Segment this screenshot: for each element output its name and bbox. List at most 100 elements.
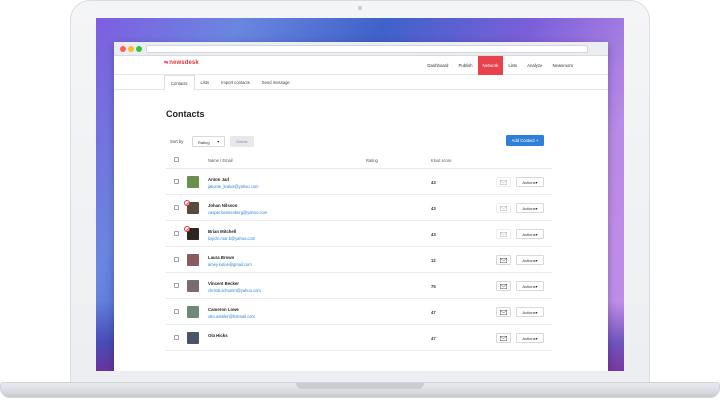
sort-select[interactable]: Rating ▼ bbox=[192, 136, 225, 147]
header-name-email: Name / Email bbox=[208, 158, 233, 163]
row-checkbox[interactable] bbox=[174, 257, 179, 262]
actions-button[interactable]: Actions ▾ bbox=[516, 281, 544, 291]
delete-button[interactable]: Delete bbox=[230, 136, 254, 147]
sub-nav: Contacts Lists Import contacts Send message bbox=[114, 75, 608, 91]
avatar bbox=[187, 202, 199, 214]
tab-send-message[interactable]: Send message bbox=[261, 80, 290, 85]
chevron-down-icon: ▾ bbox=[535, 231, 538, 237]
minimize-window-button[interactable] bbox=[128, 46, 134, 52]
contact-email[interactable]: jakonte_kralus@yahoo.com bbox=[208, 184, 259, 189]
chevron-down-icon: ▾ bbox=[535, 257, 538, 263]
main-nav: Dashboard Publish Network Lists Analyze Newsr… bbox=[422, 56, 578, 75]
actions-label: Actions bbox=[522, 283, 536, 289]
actions-label: Actions bbox=[522, 257, 536, 263]
table-row: Brian Mitchell kojicln.roar.b@yahoo.com 43… bbox=[166, 221, 552, 247]
mail-icon bbox=[500, 257, 507, 263]
select-all-checkbox[interactable] bbox=[174, 157, 179, 162]
contact-name: Vincent Becker bbox=[208, 281, 239, 286]
logo-text: newsdesk bbox=[169, 60, 199, 66]
actions-button[interactable]: Actions ▾ bbox=[516, 255, 544, 265]
close-window-button[interactable] bbox=[120, 46, 126, 52]
browser-window: ⇋newsdesk Dashboard Publish Network Lists An… bbox=[114, 42, 608, 371]
klout-score: 43 bbox=[431, 206, 436, 211]
contact-name: Ola Hicks bbox=[208, 333, 228, 338]
table-row: Anton Jarl jakonte_kralus@yahoo.com 43 Acti… bbox=[166, 169, 552, 195]
row-checkbox[interactable] bbox=[174, 309, 179, 314]
send-mail-button[interactable] bbox=[496, 333, 511, 343]
contact-name: Laura Brown bbox=[208, 255, 235, 260]
add-contact-button[interactable]: Add Contact + bbox=[506, 135, 544, 146]
chevron-down-icon: ▾ bbox=[535, 179, 538, 185]
tab-import-contacts[interactable]: Import contacts bbox=[221, 80, 250, 85]
table-row: Johan Nilsson casper.bennenberg@yahoo.com… bbox=[166, 195, 552, 221]
app-logo[interactable]: ⇋newsdesk bbox=[164, 60, 199, 66]
actions-button[interactable]: Actions ▾ bbox=[516, 203, 544, 213]
nav-item-network[interactable]: Network bbox=[477, 56, 504, 75]
actions-label: Actions bbox=[522, 231, 536, 237]
nav-item-publish[interactable]: Publish bbox=[458, 63, 473, 68]
blocked-icon bbox=[184, 226, 190, 232]
send-mail-button[interactable] bbox=[496, 203, 511, 213]
avatar bbox=[187, 254, 199, 266]
laptop-notch bbox=[296, 383, 424, 389]
address-bar[interactable] bbox=[146, 45, 588, 53]
send-mail-button[interactable] bbox=[496, 281, 511, 291]
actions-button[interactable]: Actions ▾ bbox=[516, 177, 544, 187]
sub-tabs: Contacts Lists Import contacts Send message bbox=[164, 75, 296, 91]
blocked-icon bbox=[184, 200, 190, 206]
contact-email[interactable]: christa.schumm@yahoo.com bbox=[208, 288, 261, 293]
chevron-down-icon: ▾ bbox=[535, 205, 538, 211]
sort-label: Sort by bbox=[170, 139, 184, 144]
send-mail-button[interactable] bbox=[496, 177, 511, 187]
nav-item-newsroom[interactable]: Newsroom bbox=[552, 63, 573, 68]
contact-email[interactable]: casper.bennenberg@yahoo.com bbox=[208, 210, 268, 215]
chevron-down-icon: ▾ bbox=[535, 283, 538, 289]
nav-item-lists[interactable]: Lists bbox=[508, 63, 518, 68]
app-header: ⇋newsdesk Dashboard Publish Network Lists An… bbox=[114, 56, 608, 75]
browser-chrome bbox=[114, 42, 608, 56]
row-checkbox[interactable] bbox=[174, 205, 179, 210]
actions-label: Actions bbox=[522, 335, 536, 341]
actions-button[interactable]: Actions ▾ bbox=[516, 333, 544, 343]
row-checkbox[interactable] bbox=[174, 283, 179, 288]
mail-icon bbox=[500, 205, 507, 211]
row-checkbox[interactable] bbox=[174, 335, 179, 340]
send-mail-button[interactable] bbox=[496, 255, 511, 265]
actions-button[interactable]: Actions ▾ bbox=[516, 229, 544, 239]
mail-icon bbox=[500, 309, 507, 315]
mail-icon bbox=[500, 179, 507, 185]
mail-icon bbox=[500, 231, 507, 237]
actions-button[interactable]: Actions ▾ bbox=[516, 307, 544, 317]
table-row: Cameron Lowe otto.winkler@hotmail.com 47 Ac… bbox=[166, 299, 552, 325]
row-checkbox[interactable] bbox=[174, 231, 179, 236]
tab-contacts[interactable]: Contacts bbox=[164, 75, 195, 91]
send-mail-button[interactable] bbox=[496, 229, 511, 239]
tab-lists[interactable]: Lists bbox=[200, 80, 210, 85]
contact-name: Brian Mitchell bbox=[208, 229, 237, 234]
table-row: Laura Brown amey.kutue@gmail.com 12 Actions… bbox=[166, 247, 552, 273]
avatar bbox=[187, 280, 199, 292]
nav-item-dashboard[interactable]: Dashboard bbox=[427, 63, 449, 68]
logo-arrows-icon: ⇋ bbox=[164, 60, 169, 66]
header-rating: Rating bbox=[366, 158, 378, 163]
mail-icon bbox=[500, 335, 507, 341]
contact-email[interactable]: otto.winkler@hotmail.com bbox=[208, 314, 255, 319]
contact-email[interactable]: amey.kutue@gmail.com bbox=[208, 262, 252, 267]
camera-dot bbox=[358, 6, 362, 10]
table-header: Name / Email Rating Klout score bbox=[166, 151, 552, 169]
klout-score: 43 bbox=[431, 232, 436, 237]
header-klout-score: Klout score bbox=[431, 158, 452, 163]
avatar bbox=[187, 176, 199, 188]
maximize-window-button[interactable] bbox=[136, 46, 142, 52]
nav-item-analyze[interactable]: Analyze bbox=[527, 63, 543, 68]
chevron-down-icon: ▾ bbox=[535, 309, 538, 315]
contact-name: Anton Jarl bbox=[208, 177, 230, 182]
send-mail-button[interactable] bbox=[496, 307, 511, 317]
contact-email[interactable]: kojicln.roar.b@yahoo.com bbox=[208, 236, 256, 241]
contacts-table: Name / Email Rating Klout score Anton Ja… bbox=[166, 151, 552, 351]
actions-label: Actions bbox=[522, 309, 536, 315]
klout-score: 47 bbox=[431, 336, 436, 341]
contacts-toolbar: Sort by Rating ▼ Delete Add Contact + bbox=[166, 135, 556, 149]
row-checkbox[interactable] bbox=[174, 179, 179, 184]
